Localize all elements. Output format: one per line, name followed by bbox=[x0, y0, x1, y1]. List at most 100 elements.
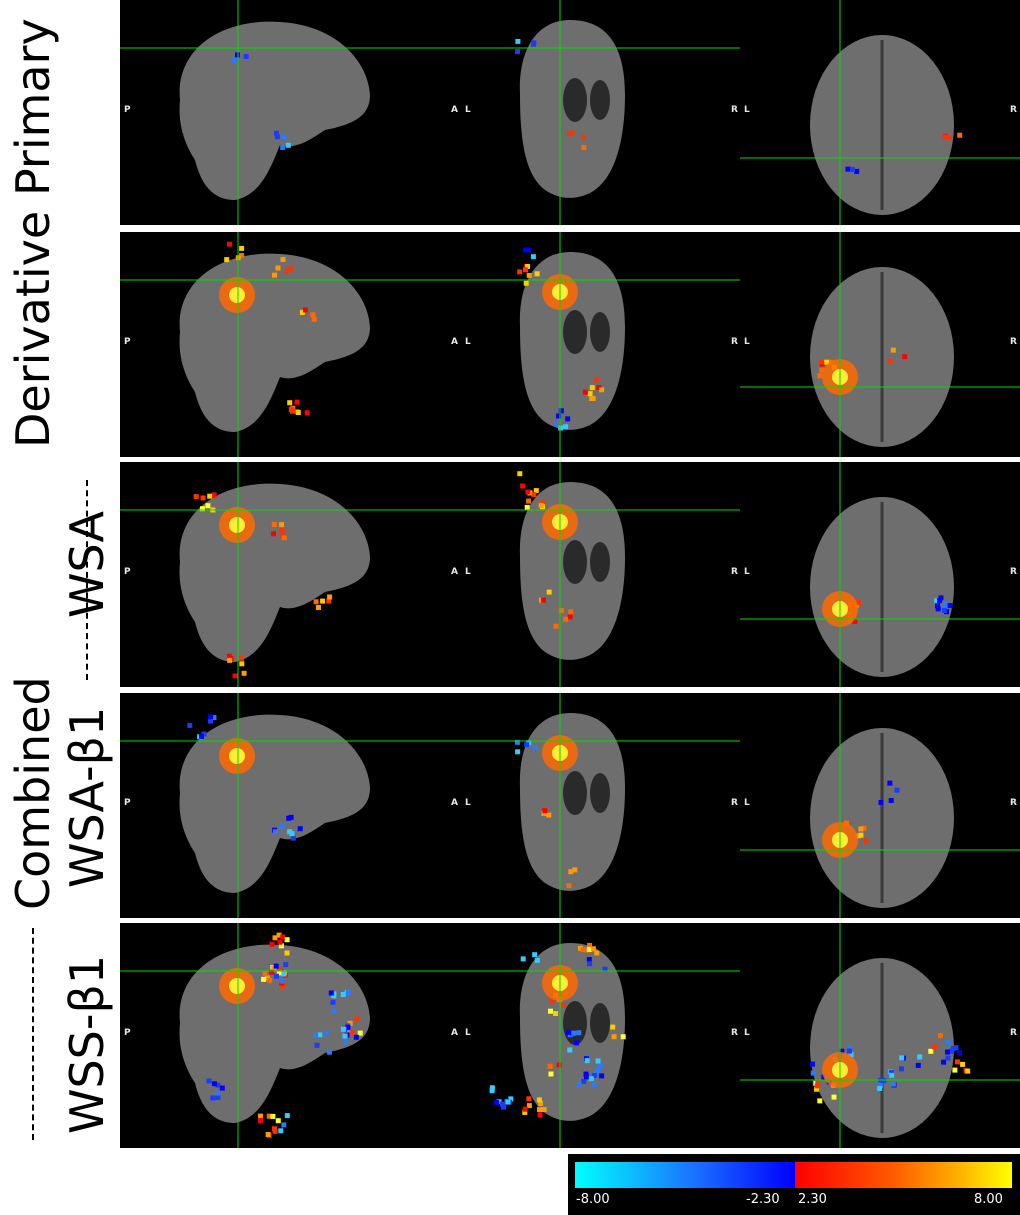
orientation-label-r: R bbox=[731, 105, 738, 115]
colorbar-tick-max: 8.00 bbox=[974, 1192, 1003, 1207]
activation-peak bbox=[229, 287, 245, 303]
activation-voxel-positive bbox=[241, 670, 247, 676]
activation-voxel-positive bbox=[193, 494, 199, 500]
ventricle-right bbox=[590, 312, 610, 352]
activation-voxel-negative bbox=[273, 963, 279, 969]
activation-voxel-negative bbox=[345, 989, 351, 995]
activation-voxel-negative bbox=[500, 1101, 505, 1107]
activation-voxel-negative bbox=[584, 1058, 590, 1064]
orientation-label-a: A bbox=[451, 798, 458, 808]
activation-voxel-positive bbox=[526, 1096, 532, 1102]
activation-voxel-positive bbox=[887, 358, 893, 364]
activation-voxel-negative bbox=[576, 1082, 582, 1088]
activation-voxel-negative bbox=[597, 1063, 603, 1069]
activation-voxel-negative bbox=[937, 598, 942, 604]
activation-voxel-positive bbox=[211, 492, 217, 498]
orientation-label-a: A bbox=[451, 1028, 458, 1038]
activation-voxel-negative bbox=[219, 1085, 225, 1091]
orientation-label-p: P bbox=[124, 798, 131, 808]
activation-voxel-negative bbox=[353, 1034, 359, 1040]
activation-voxel-negative bbox=[587, 961, 593, 967]
activation-voxel-positive bbox=[858, 832, 864, 838]
activation-voxel-positive bbox=[525, 264, 530, 269]
activation-voxel-negative bbox=[534, 957, 540, 963]
activation-voxel-negative bbox=[272, 829, 278, 835]
orientation-label-p: P bbox=[124, 337, 131, 347]
activation-voxel-negative bbox=[915, 1062, 921, 1068]
activation-voxel-negative bbox=[846, 1048, 852, 1054]
activation-voxel-positive bbox=[890, 347, 896, 353]
activation-voxel-negative bbox=[274, 134, 280, 140]
activation-voxel-negative bbox=[581, 1078, 587, 1084]
ventricle-right bbox=[590, 1003, 610, 1043]
activation-voxel-negative bbox=[340, 1026, 346, 1032]
activation-voxel-positive bbox=[818, 359, 824, 365]
activation-voxel-positive bbox=[577, 945, 583, 951]
activation-voxel-positive bbox=[855, 600, 861, 606]
activation-voxel-positive bbox=[310, 312, 316, 318]
group-divider-bottom bbox=[32, 928, 34, 1140]
orientation-label-l: L bbox=[744, 337, 750, 347]
activation-voxel-positive bbox=[294, 399, 300, 405]
activation-voxel-positive bbox=[611, 1034, 617, 1040]
activation-voxel-negative bbox=[556, 413, 562, 419]
activation-voxel-positive bbox=[275, 1118, 281, 1124]
orientation-label-l: L bbox=[744, 105, 750, 115]
activation-voxel-positive bbox=[279, 528, 285, 534]
activation-voxel-negative bbox=[206, 1078, 212, 1084]
activation-voxel-positive bbox=[522, 1106, 528, 1112]
row-label-derivative: Derivative bbox=[6, 210, 60, 448]
activation-voxel-negative bbox=[584, 1074, 589, 1080]
activation-voxel-positive bbox=[831, 1094, 837, 1100]
activation-voxel-negative bbox=[525, 247, 531, 253]
activation-voxel-positive bbox=[596, 385, 602, 390]
activation-voxel-positive bbox=[267, 977, 273, 983]
colorbar-positive bbox=[795, 1162, 1012, 1188]
activation-voxel-positive bbox=[313, 599, 319, 605]
activation-voxel-positive bbox=[536, 1097, 542, 1103]
activation-voxel-negative bbox=[283, 962, 289, 968]
activation-voxel-positive bbox=[526, 1103, 532, 1109]
activation-voxel-negative bbox=[199, 733, 204, 739]
activation-voxel-positive bbox=[534, 271, 540, 277]
activation-voxel-positive bbox=[276, 932, 282, 938]
activation-voxel-negative bbox=[890, 1081, 896, 1087]
activation-voxel-positive bbox=[199, 506, 205, 512]
sagittal-slice bbox=[179, 21, 370, 200]
activation-voxel-positive bbox=[522, 1109, 528, 1115]
activation-voxel-positive bbox=[272, 1128, 278, 1134]
ventricle-left bbox=[563, 310, 587, 354]
activation-voxel-negative bbox=[274, 130, 279, 136]
activation-voxel-positive bbox=[299, 309, 305, 315]
activation-voxel-positive bbox=[239, 253, 245, 258]
activation-voxel-positive bbox=[542, 808, 548, 814]
activation-voxel-positive bbox=[566, 131, 572, 137]
activation-voxel-negative bbox=[810, 1061, 815, 1067]
activation-voxel-negative bbox=[938, 595, 944, 601]
activation-voxel-negative bbox=[894, 787, 900, 793]
activation-voxel-negative bbox=[243, 54, 249, 59]
ventricle-left bbox=[563, 771, 587, 815]
activation-voxel-positive bbox=[320, 598, 326, 604]
activation-voxel-negative bbox=[331, 1008, 337, 1014]
activation-voxel-positive bbox=[546, 812, 552, 818]
ventricle-left bbox=[563, 1001, 587, 1045]
activation-voxel-positive bbox=[814, 1083, 820, 1089]
activation-voxel-positive bbox=[239, 245, 245, 251]
activation-voxel-negative bbox=[279, 978, 285, 984]
activation-voxel-positive bbox=[902, 354, 908, 360]
activation-voxel-positive bbox=[226, 653, 232, 659]
activation-voxel-positive bbox=[824, 359, 830, 365]
activation-voxel-positive bbox=[302, 307, 308, 313]
orientation-label-l: L bbox=[465, 105, 471, 115]
activation-voxel-positive bbox=[586, 946, 592, 952]
activation-voxel-positive bbox=[942, 134, 948, 140]
activation-voxel-negative bbox=[274, 973, 279, 979]
activation-voxel-positive bbox=[844, 820, 849, 826]
ventricle-left bbox=[563, 78, 587, 122]
activation-voxel-positive bbox=[270, 1113, 276, 1119]
activation-voxel-negative bbox=[326, 1049, 332, 1055]
activation-voxel-positive bbox=[261, 976, 267, 982]
row-label-wsa-beta1: WSA-β1 bbox=[60, 706, 114, 888]
